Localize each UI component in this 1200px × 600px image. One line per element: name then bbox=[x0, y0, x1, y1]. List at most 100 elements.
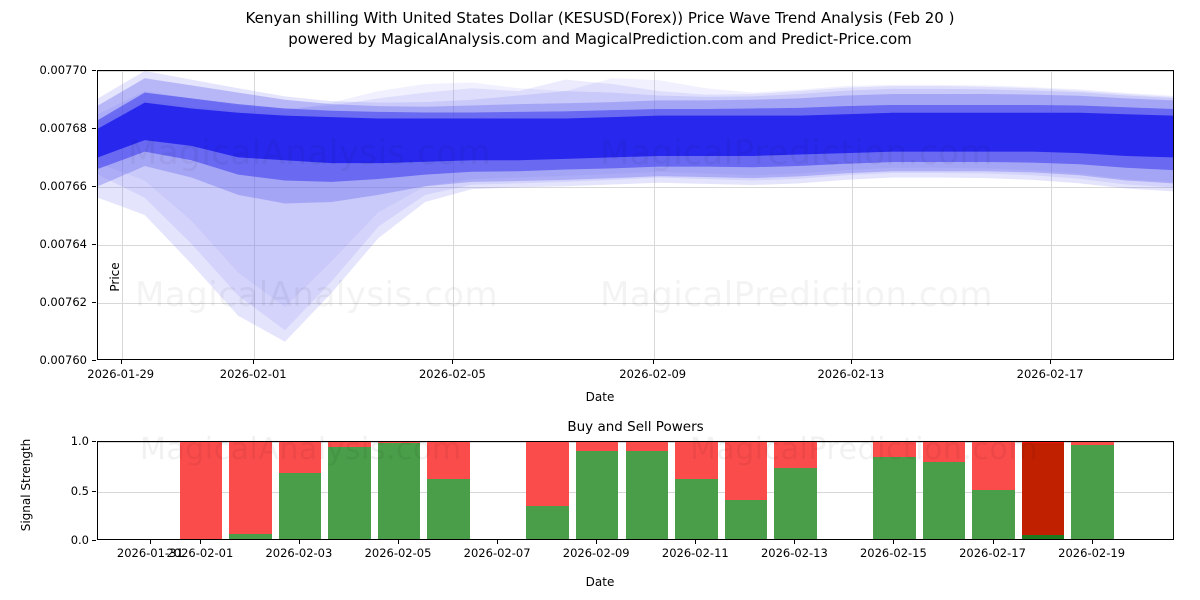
price-y-tick-mark bbox=[92, 186, 96, 187]
bar-column bbox=[377, 442, 421, 539]
price-y-tick-label: 0.00768 bbox=[39, 121, 87, 135]
price-y-tick-label: 0.00770 bbox=[39, 63, 87, 77]
bar-column bbox=[675, 442, 718, 539]
price-gridline-vertical bbox=[1051, 71, 1053, 359]
bar-x-tick-mark bbox=[794, 540, 796, 544]
bar-column bbox=[873, 442, 916, 539]
bar-segment-sell bbox=[328, 442, 371, 447]
price-x-tick-label: 2026-02-01 bbox=[219, 367, 287, 381]
bar-segment-buy bbox=[229, 534, 272, 539]
price-y-tick-label: 0.00760 bbox=[39, 353, 87, 367]
bar-plot-area bbox=[97, 441, 1174, 540]
bar-column bbox=[278, 442, 322, 539]
price-y-tick-mark bbox=[92, 128, 96, 129]
bar-x-tick-label: 2026-02-13 bbox=[760, 546, 828, 560]
bar-y-tick-mark bbox=[92, 441, 96, 442]
bar-x-tick-label: 2026-02-03 bbox=[265, 546, 333, 560]
bar-segment-sell bbox=[1071, 442, 1114, 445]
price-x-tick-label: 2026-02-17 bbox=[1016, 367, 1084, 381]
price-x-tick-mark bbox=[652, 360, 654, 364]
bar-segment-buy bbox=[377, 442, 421, 539]
bar-x-tick-label: 2026-02-11 bbox=[661, 546, 729, 560]
price-gridline-vertical bbox=[254, 71, 256, 359]
title-line-1: Kenyan shilling With United States Dolla… bbox=[245, 9, 955, 27]
price-gridline-vertical bbox=[453, 71, 455, 359]
price-x-tick-label: 2026-02-05 bbox=[418, 367, 486, 381]
price-x-tick-mark bbox=[120, 360, 122, 364]
bar-segment-buy bbox=[774, 467, 817, 539]
bar-column bbox=[526, 442, 569, 539]
bar-y-tick-mark bbox=[92, 490, 96, 492]
bar-segment-sell bbox=[724, 442, 767, 501]
price-wave-bands bbox=[98, 71, 1173, 342]
bar-segment-buy bbox=[1021, 535, 1065, 539]
bar-segment-buy bbox=[873, 456, 916, 539]
bar-segment-buy bbox=[278, 472, 322, 539]
price-x-tick-mark bbox=[452, 360, 454, 364]
bar-column bbox=[922, 442, 966, 539]
bar-y-axis-label: Signal Strength bbox=[19, 438, 33, 532]
bar-x-tick-label: 2026-02-17 bbox=[959, 546, 1026, 560]
price-y-tick-label: 0.00764 bbox=[39, 237, 87, 251]
bar-x-tick-label: 2026-02-19 bbox=[1058, 546, 1126, 560]
price-x-tick-mark bbox=[850, 360, 852, 364]
bar-x-tick-label: 2026-02-01 bbox=[166, 546, 234, 560]
bar-segment-sell bbox=[377, 442, 421, 443]
price-x-tick-label: 2026-02-09 bbox=[619, 367, 687, 381]
bar-segment-sell bbox=[675, 442, 718, 479]
bar-segment-sell bbox=[278, 442, 322, 473]
bar-segment-sell bbox=[873, 442, 916, 457]
price-gridline-horizontal bbox=[98, 187, 1173, 188]
price-x-tick-label: 2026-02-13 bbox=[817, 367, 885, 381]
bar-x-tick-mark bbox=[695, 540, 697, 544]
price-gridline-vertical bbox=[121, 71, 123, 359]
bar-x-tick-mark bbox=[893, 540, 895, 544]
bar-segment-buy bbox=[1071, 444, 1114, 539]
bar-x-tick-mark bbox=[298, 540, 300, 544]
price-y-tick-mark bbox=[92, 302, 96, 303]
bar-segment-buy bbox=[427, 478, 470, 539]
bar-segment-buy bbox=[724, 500, 767, 539]
price-gridline-vertical bbox=[653, 71, 655, 359]
price-y-tick-mark bbox=[92, 70, 96, 71]
price-x-tick-mark bbox=[1050, 360, 1052, 364]
bar-segment-sell bbox=[972, 442, 1015, 490]
bar-segment-buy bbox=[972, 489, 1015, 539]
price-gridline-vertical bbox=[851, 71, 853, 359]
bar-x-tick-mark bbox=[150, 540, 152, 544]
price-y-tick-label: 0.00766 bbox=[39, 179, 87, 193]
bar-x-tick-mark bbox=[199, 540, 201, 544]
bar-column bbox=[427, 442, 470, 539]
bar-segment-buy bbox=[328, 446, 371, 539]
price-wave-chart: 0.00760 0.00762 0.00764 0.00766 0.00768 0.007… bbox=[39, 63, 1174, 381]
price-y-tick-mark bbox=[92, 244, 96, 245]
bar-column bbox=[179, 442, 223, 539]
bar-x-tick-label: 2026-02-15 bbox=[859, 546, 927, 560]
bar-x-tick-mark bbox=[398, 540, 399, 544]
bar-x-tick-mark bbox=[992, 540, 994, 544]
price-gridline-horizontal bbox=[98, 303, 1173, 304]
bar-column bbox=[575, 442, 619, 539]
title-line-2: powered by MagicalAnalysis.com and Magic… bbox=[288, 30, 912, 48]
bar-column bbox=[724, 442, 767, 539]
bar-y-tick-label: 0.5 bbox=[70, 483, 89, 498]
wave-band-band-core bbox=[98, 102, 1173, 164]
bar-segment-sell bbox=[1021, 442, 1065, 536]
bar-segment-sell bbox=[774, 442, 817, 468]
price-x-tick-label: 2026-01-29 bbox=[87, 367, 155, 381]
price-x-axis-label: Date bbox=[585, 390, 615, 404]
bar-segment-buy bbox=[625, 450, 668, 539]
bar-segment-sell bbox=[922, 442, 966, 462]
bar-y-tick-label: 0.0 bbox=[70, 533, 89, 547]
bar-segment-buy bbox=[922, 461, 966, 539]
price-x-tick-mark bbox=[253, 360, 255, 364]
bar-segment-sell bbox=[625, 442, 668, 451]
bar-x-axis-label: Date bbox=[585, 575, 615, 589]
price-gridline-horizontal bbox=[98, 71, 1173, 72]
bar-segment-buy bbox=[575, 450, 619, 539]
bar-segment-buy bbox=[526, 506, 569, 539]
bar-x-tick-mark bbox=[497, 540, 499, 544]
price-gridline-horizontal bbox=[98, 245, 1173, 246]
bar-y-tick-mark bbox=[92, 540, 96, 541]
bar-column bbox=[972, 442, 1015, 539]
